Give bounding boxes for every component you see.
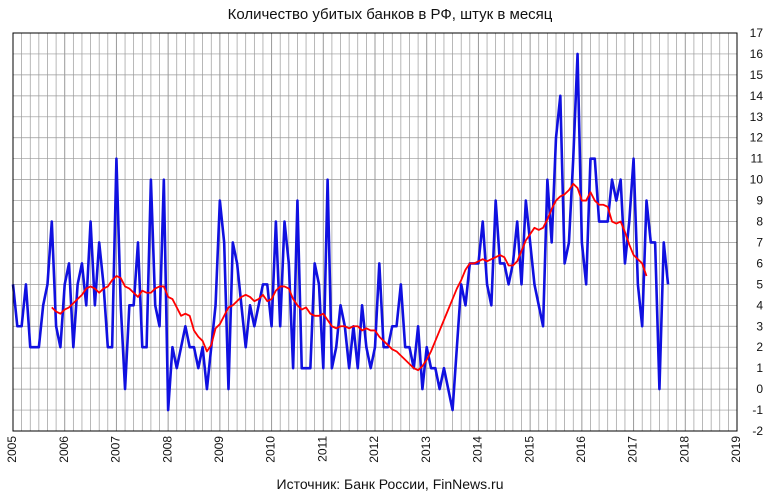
y-tick-label: 17 [750, 26, 764, 40]
x-tick-label: 2013 [419, 436, 433, 463]
x-tick-label: 2010 [264, 436, 278, 463]
x-tick-label: 2019 [729, 436, 743, 463]
y-tick-label: -2 [752, 424, 763, 438]
y-tick-label: 2 [756, 340, 763, 354]
series-line-monthly [11, 52, 670, 412]
x-tick-label: 2006 [57, 436, 71, 463]
x-tick-label: 2008 [160, 436, 174, 463]
y-tick-label: 1 [756, 361, 763, 375]
x-tick-label: 2012 [367, 436, 381, 463]
series-line-average [51, 182, 648, 372]
x-tick-label: 2009 [212, 436, 226, 463]
y-tick-label: 5 [756, 277, 763, 291]
grid [13, 33, 737, 431]
y-tick-label: 3 [756, 319, 763, 333]
y-tick-label: 9 [756, 194, 763, 208]
x-tick-label: 2014 [471, 436, 485, 463]
x-axis-ticks: 2005 2006 2007 2008 2009 2010 2011 2012 2013 2014… [5, 436, 743, 463]
series-group [11, 52, 670, 412]
y-tick-label: 4 [756, 298, 763, 312]
plot-frame [12, 32, 738, 432]
x-tick-label: 2018 [677, 436, 691, 463]
chart-title: Количество убитых банков в РФ, штук в ме… [227, 6, 553, 23]
x-tick-label: 2005 [5, 436, 19, 463]
source-note: Источник: Банк России, FinNews.ru [276, 476, 504, 492]
y-tick-label: 0 [756, 382, 763, 396]
y-tick-label: 6 [756, 256, 763, 270]
y-tick-label: 11 [751, 152, 764, 166]
x-tick-label: 2017 [626, 436, 640, 463]
x-tick-label: 2016 [574, 436, 588, 463]
y-tick-label: 7 [756, 235, 763, 249]
y-tick-label: 15 [750, 68, 764, 82]
x-tick-label: 2011 [315, 436, 329, 462]
y-tick-label: 12 [750, 131, 764, 145]
y-tick-label: 8 [756, 215, 763, 229]
y-tick-label: 14 [750, 89, 764, 103]
x-tick-label: 2007 [109, 436, 123, 463]
y-tick-label: -1 [752, 403, 763, 417]
x-tick-label: 2015 [522, 436, 536, 463]
y-tick-label: 10 [750, 173, 764, 187]
y-tick-label: 16 [750, 47, 764, 61]
y-tick-label: 13 [750, 110, 764, 124]
